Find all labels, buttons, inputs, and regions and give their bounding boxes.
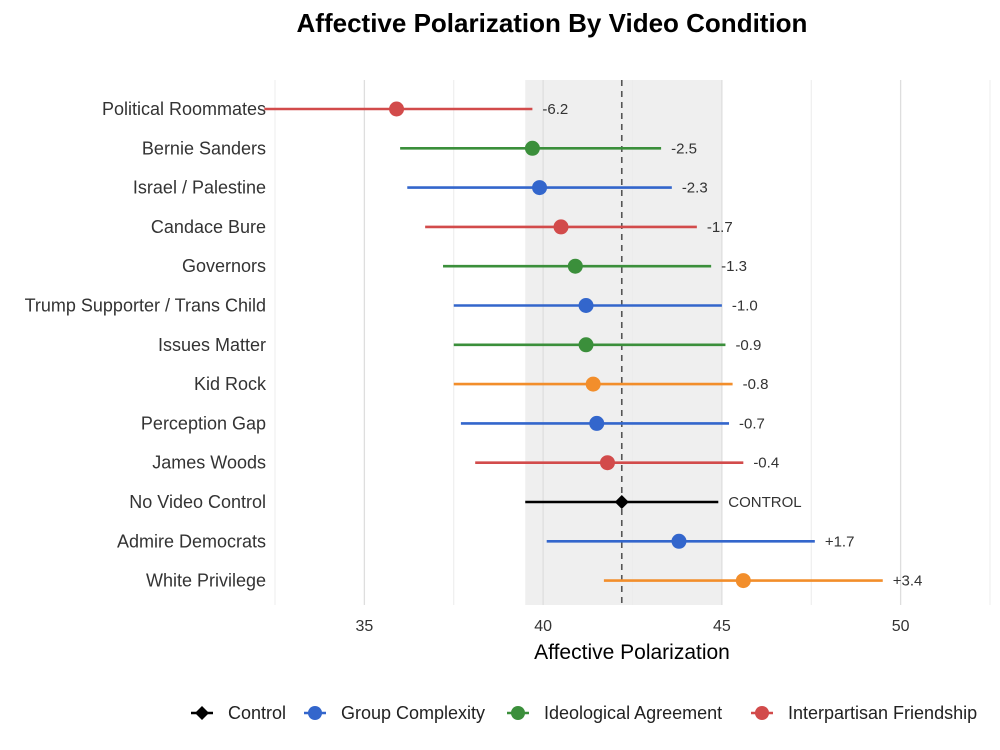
estimate-point (599, 455, 615, 471)
y-category-label: Candace Bure (151, 217, 266, 237)
legend-key-point (755, 706, 769, 720)
x-tick-label: 45 (713, 618, 731, 635)
y-category-label: Admire Democrats (117, 531, 266, 551)
effect-label: -1.7 (707, 219, 733, 236)
estimate-point (532, 180, 548, 196)
y-category-label: No Video Control (129, 492, 266, 512)
estimate-point (671, 533, 687, 549)
x-axis-title: Affective Polarization (534, 641, 730, 664)
effect-label: CONTROL (728, 494, 801, 511)
effect-label: -0.9 (735, 337, 761, 354)
y-category-label: Bernie Sanders (142, 138, 266, 158)
control-band (525, 80, 722, 605)
effect-label: -2.5 (671, 140, 697, 157)
effect-label: -1.3 (721, 258, 747, 275)
legend-key-diamond (195, 706, 209, 720)
y-category-label: Political Roommates (102, 99, 266, 119)
y-category-label: Kid Rock (194, 374, 267, 394)
legend-key-point (511, 706, 525, 720)
effect-label: -6.2 (542, 101, 568, 118)
legend-key-point (308, 706, 322, 720)
estimate-point (585, 376, 601, 392)
estimate-point (578, 298, 594, 313)
legend-label: Group Complexity (341, 703, 485, 723)
estimate-point (567, 258, 583, 274)
effect-label: -1.0 (732, 298, 758, 315)
y-category-label: Trump Supporter / Trans Child (25, 296, 266, 316)
estimate-point (389, 101, 405, 117)
estimate-point (735, 573, 751, 589)
y-category-label: Governors (182, 256, 266, 276)
legend: Control Group Complexity Ideological Agree… (191, 703, 977, 723)
effect-label: -0.7 (739, 415, 765, 432)
y-category-label: James Woods (152, 453, 266, 473)
x-tick-label: 35 (355, 618, 373, 635)
legend-label: Control (228, 703, 286, 723)
effect-label: -2.3 (682, 180, 708, 197)
legend-label: Interpartisan Friendship (788, 703, 977, 723)
plot-area: 35 40 45 50 Political Roommates -6.2 Bernie Sa… (25, 80, 991, 635)
estimate-point (553, 219, 569, 235)
effect-label: +1.7 (825, 533, 855, 550)
y-category-label: Israel / Palestine (133, 178, 266, 198)
effect-label: -0.4 (753, 455, 779, 472)
y-category-label: White Privilege (146, 571, 266, 591)
y-category-label: Perception Gap (141, 413, 266, 433)
estimate-point (524, 140, 540, 156)
y-category-label: Issues Matter (158, 335, 266, 355)
estimate-point (578, 337, 594, 353)
estimate-point (589, 415, 605, 431)
effect-label: +3.4 (893, 573, 923, 590)
effect-label: -0.8 (743, 376, 769, 393)
chart-title: Affective Polarization By Video Conditio… (297, 8, 808, 38)
legend-label: Ideological Agreement (544, 703, 722, 723)
x-tick-label: 50 (892, 618, 910, 635)
estimate-diamond (614, 495, 629, 509)
x-tick-label: 40 (534, 618, 552, 635)
